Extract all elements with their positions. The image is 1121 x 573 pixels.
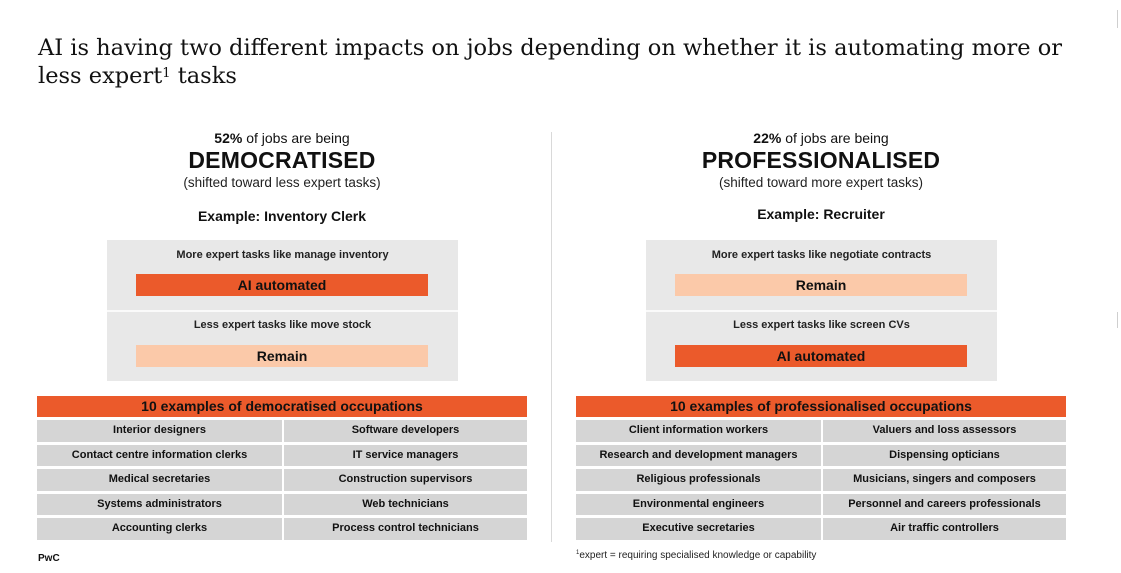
democratised-lead: 52% of jobs are being	[214, 130, 350, 146]
remain-bar: Remain	[675, 274, 967, 296]
footnote-marker: 1	[576, 550, 580, 556]
occupation-cell: Interior designers	[37, 420, 282, 442]
occupation-cell: Musicians, singers and composers	[823, 469, 1066, 491]
democratised-occupations-grid: Interior designers Software developers C…	[37, 420, 527, 540]
professionalised-task-box: More expert tasks like negotiate contrac…	[646, 240, 997, 381]
democratised-example: Example: Inventory Clerk	[197, 208, 367, 224]
occupation-cell: Client information workers	[576, 420, 821, 442]
occupation-cell: Construction supervisors	[284, 469, 527, 491]
professionalised-panel: 22% of jobs are being PROFESSIONALISED (…	[576, 0, 1066, 573]
occupation-cell: Religious professionals	[576, 469, 821, 491]
occupation-cell: Contact centre information clerks	[37, 444, 282, 466]
occupation-cell: Software developers	[284, 420, 527, 442]
professionalised-headline: PROFESSIONALISED	[701, 147, 941, 173]
occupation-cell: Research and development managers	[576, 444, 821, 466]
democratised-percent: 52%	[214, 130, 243, 146]
occupation-cell: Systems administrators	[37, 493, 282, 515]
more-expert-task-label: More expert tasks like manage inventory	[176, 249, 389, 261]
edge-mark	[1117, 312, 1118, 328]
ai-automated-bar: AI automated	[675, 345, 967, 367]
task-separator	[107, 310, 458, 312]
less-expert-task-label: Less expert tasks like screen CVs	[733, 319, 910, 331]
occupation-cell: Medical secretaries	[37, 469, 282, 491]
less-expert-task-label: Less expert tasks like move stock	[193, 319, 372, 331]
page-title: AI is having two different impacts on jo…	[38, 35, 1063, 89]
occupation-cell: Environmental engineers	[576, 493, 821, 515]
edge-mark	[1117, 10, 1118, 28]
occupation-cell: Accounting clerks	[37, 518, 282, 540]
ai-automated-bar: AI automated	[136, 274, 428, 296]
occupation-cell: Valuers and loss assessors	[823, 420, 1066, 442]
professionalised-example: Example: Recruiter	[757, 206, 885, 222]
democratised-task-box: More expert tasks like manage inventory …	[107, 240, 458, 381]
title-footnote-marker: 1	[162, 66, 171, 81]
democratised-headline: DEMOCRATISED	[188, 147, 376, 173]
professionalised-percent: 22%	[753, 130, 782, 146]
professionalised-subtitle: (shifted toward more expert tasks)	[718, 175, 924, 190]
professionalised-lead: 22% of jobs are being	[753, 130, 889, 146]
occupation-cell: Air traffic controllers	[823, 518, 1066, 540]
footnote: 1expert = requiring specialised knowledg…	[576, 550, 817, 561]
occupation-cell: Web technicians	[284, 493, 527, 515]
professionalised-occupations-header: 10 examples of professionalised occupati…	[576, 396, 1066, 417]
occupation-cell: Process control technicians	[284, 518, 527, 540]
brand-label: PwC	[38, 553, 60, 564]
occupation-cell: Executive secretaries	[576, 518, 821, 540]
democratised-occupations-header: 10 examples of democratised occupations	[37, 396, 527, 417]
democratised-subtitle: (shifted toward less expert tasks)	[183, 175, 381, 190]
occupation-cell: IT service managers	[284, 444, 527, 466]
occupation-cell: Personnel and careers professionals	[823, 493, 1066, 515]
task-separator	[646, 310, 997, 312]
professionalised-occupations-grid: Client information workers Valuers and l…	[576, 420, 1066, 540]
occupation-cell: Dispensing opticians	[823, 444, 1066, 466]
remain-bar: Remain	[136, 345, 428, 367]
more-expert-task-label: More expert tasks like negotiate contrac…	[711, 249, 932, 261]
democratised-panel: 52% of jobs are being DEMOCRATISED (shif…	[37, 0, 527, 573]
panel-divider	[551, 132, 552, 542]
